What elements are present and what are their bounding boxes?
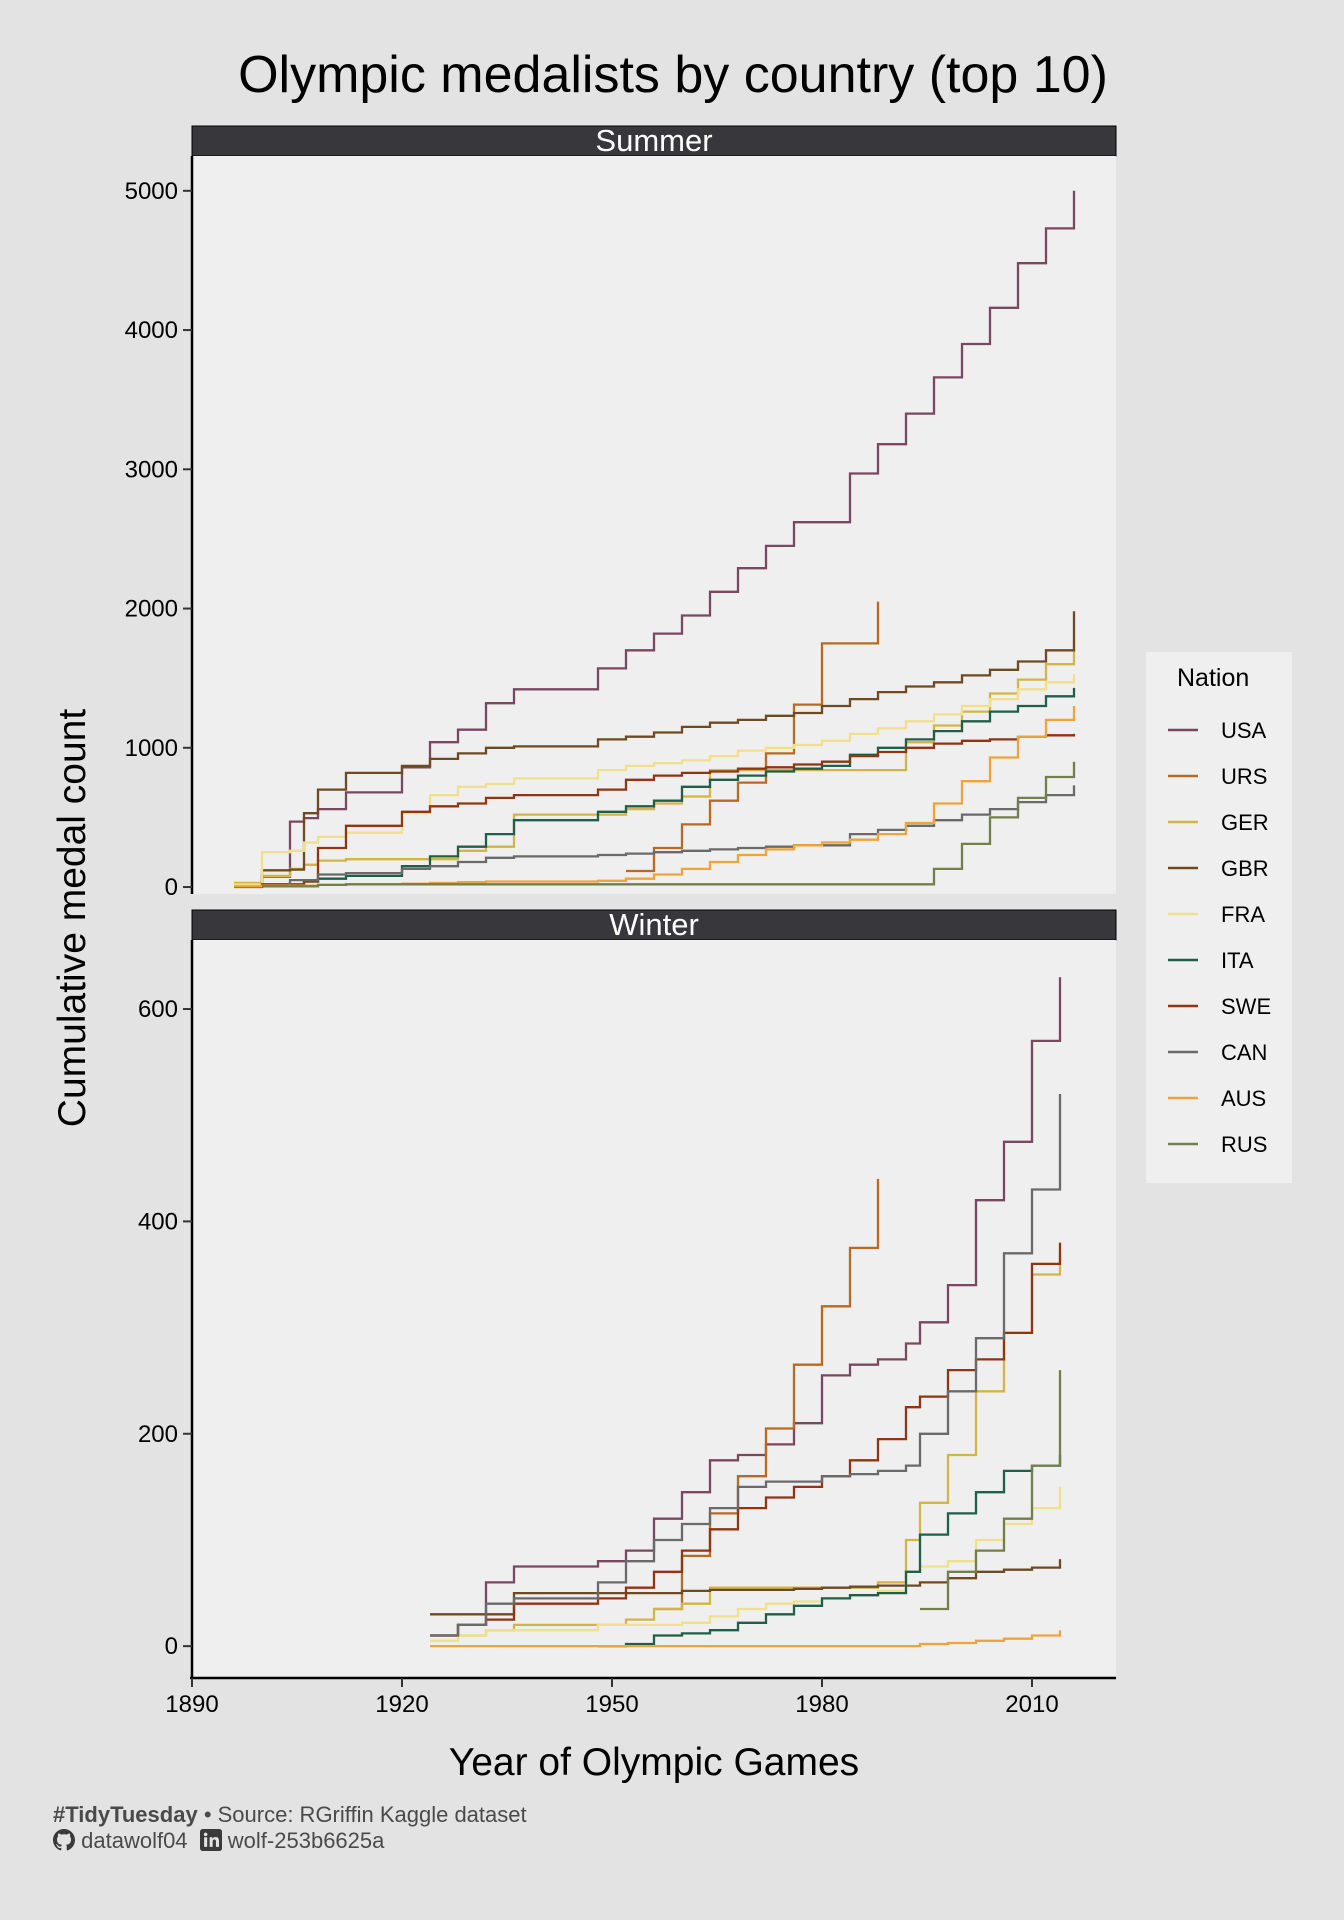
legend-label-urs: URS <box>1221 764 1267 789</box>
legend-title: Nation <box>1177 664 1249 692</box>
winter-series-rus <box>920 1370 1062 1611</box>
summer-y-tick-label: 5000 <box>125 178 178 205</box>
x-tick-label: 2010 <box>1005 1691 1058 1718</box>
x-tick-label: 1980 <box>795 1691 848 1718</box>
summer-y-tick-label: 0 <box>165 874 178 901</box>
winter-panel: Winter 0 200 400 600 <box>138 907 1117 1679</box>
y-axis-title: Cumulative medal count <box>51 709 94 1128</box>
winter-y-axis: 0 200 400 600 <box>138 940 194 1679</box>
summer-series-rus <box>262 761 1076 888</box>
x-tick-label: 1950 <box>585 1691 638 1718</box>
x-axis: 1890 1920 1950 1980 2010 <box>165 1676 1116 1718</box>
winter-series-group <box>430 977 1062 1648</box>
winter-plot-area <box>192 940 1116 1678</box>
winter-series-can <box>430 1094 1062 1637</box>
legend-label-usa: USA <box>1221 718 1267 743</box>
summer-y-tick-label: 2000 <box>125 596 178 623</box>
summer-series-urs <box>626 601 880 873</box>
winter-series-usa <box>430 977 1062 1637</box>
summer-series-ita <box>262 687 1076 888</box>
legend-label-ita: ITA <box>1221 948 1254 973</box>
summer-plot-area <box>192 156 1116 894</box>
legend-label-rus: RUS <box>1221 1132 1267 1157</box>
legend-box <box>1146 652 1292 1183</box>
x-axis-title: Year of Olympic Games <box>449 1741 859 1784</box>
legend-items: USA URS GER GBR FRA ITA SWE CAN AUS RUS <box>1168 718 1271 1157</box>
summer-y-tick-label: 1000 <box>125 735 178 762</box>
summer-panel: Summer 0 1000 2000 3000 4000 5000 <box>125 123 1117 901</box>
winter-series-gbr <box>430 1559 1062 1616</box>
summer-strip-label: Summer <box>595 123 712 158</box>
winter-series-aus <box>430 1630 1062 1648</box>
winter-strip-label: Winter <box>609 907 699 942</box>
summer-series-gbr <box>234 611 1076 886</box>
winter-y-tick-label: 600 <box>138 996 178 1023</box>
summer-series-can <box>262 785 1076 887</box>
github-icon <box>53 1829 75 1851</box>
caption-linkedin: wolf-253b6625a <box>227 1828 385 1853</box>
caption-github: datawolf04 <box>81 1828 188 1853</box>
caption-line-2: datawolf04 wolf-253b6625a <box>53 1828 384 1854</box>
legend: Nation USA URS GER GBR FRA ITA SWE CAN AUS RUS <box>1146 652 1292 1183</box>
summer-y-tick-label: 3000 <box>125 456 178 483</box>
winter-strip <box>191 909 1117 941</box>
legend-label-gbr: GBR <box>1221 856 1269 881</box>
legend-label-aus: AUS <box>1221 1086 1266 1111</box>
summer-y-axis: 0 1000 2000 3000 4000 5000 <box>125 156 194 901</box>
winter-series-ita <box>598 1455 1062 1648</box>
caption-line-1: #TidyTuesday • Source: RGriffin Kaggle d… <box>53 1802 527 1828</box>
summer-y-tick-label: 4000 <box>125 317 178 344</box>
chart-title: Olympic medalists by country (top 10) <box>238 46 1108 104</box>
x-tick-label: 1920 <box>375 1691 428 1718</box>
summer-series-usa <box>234 190 1076 886</box>
summer-series-group <box>234 190 1076 889</box>
summer-strip <box>191 125 1117 157</box>
linkedin-icon <box>199 1829 222 1851</box>
winter-series-urs <box>654 1178 880 1611</box>
legend-label-fra: FRA <box>1221 902 1265 927</box>
caption-source: • Source: RGriffin Kaggle dataset <box>203 1802 527 1827</box>
winter-y-tick-label: 0 <box>165 1633 178 1660</box>
legend-label-swe: SWE <box>1221 994 1271 1019</box>
summer-series-swe <box>234 733 1076 889</box>
caption-hashtag: #TidyTuesday <box>53 1802 198 1827</box>
winter-y-tick-label: 200 <box>138 1421 178 1448</box>
legend-label-can: CAN <box>1221 1040 1267 1065</box>
x-tick-label: 1890 <box>165 1691 218 1718</box>
winter-y-tick-label: 400 <box>138 1208 178 1235</box>
legend-label-ger: GER <box>1221 810 1269 835</box>
